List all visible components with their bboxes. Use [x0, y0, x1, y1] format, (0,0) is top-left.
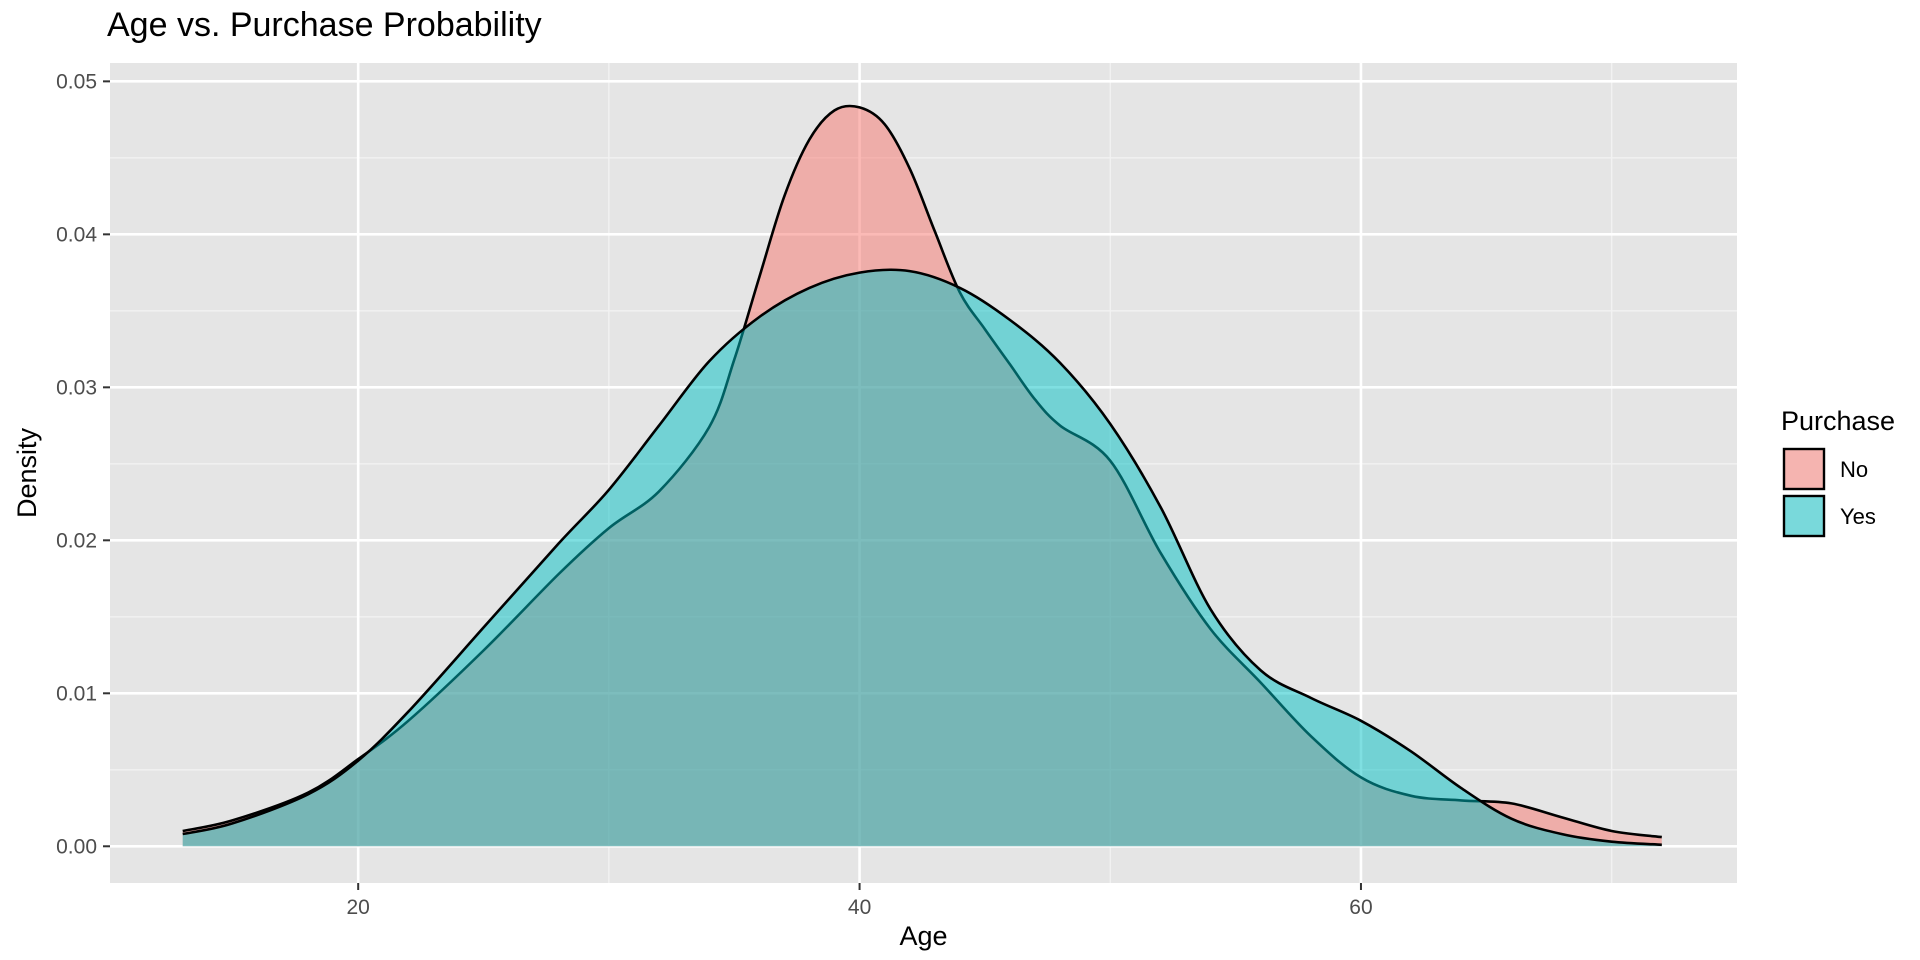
legend-label-no: No: [1840, 457, 1868, 482]
x-axis: 20 40 60: [347, 883, 1373, 919]
y-tick-label: 0.01: [56, 682, 97, 705]
legend-title: Purchase: [1781, 406, 1895, 436]
y-tick-label: 0.05: [56, 70, 97, 93]
chart-title: Age vs. Purchase Probability: [107, 6, 542, 44]
y-tick-label: 0.03: [56, 376, 97, 399]
y-tick-label: 0.00: [56, 835, 97, 858]
x-tick-label: 60: [1349, 896, 1372, 919]
density-series: [182, 104, 1662, 847]
legend-key-no: [1782, 447, 1826, 491]
density-area-yes: [182, 269, 1662, 847]
y-tick-label: 0.02: [56, 529, 97, 552]
y-axis-title: Density: [12, 427, 42, 518]
legend: Purchase No Yes: [1781, 406, 1895, 538]
x-axis-title: Age: [899, 921, 947, 951]
legend-key-yes: [1782, 494, 1826, 538]
y-tick-label: 0.04: [56, 223, 97, 246]
legend-label-yes: Yes: [1840, 504, 1876, 529]
density-line-yes: [182, 268, 1662, 847]
x-tick-label: 40: [848, 896, 871, 919]
y-axis: 0.00 0.01 0.02 0.03 0.04 0.05: [56, 70, 110, 858]
x-tick-label: 20: [347, 896, 370, 919]
